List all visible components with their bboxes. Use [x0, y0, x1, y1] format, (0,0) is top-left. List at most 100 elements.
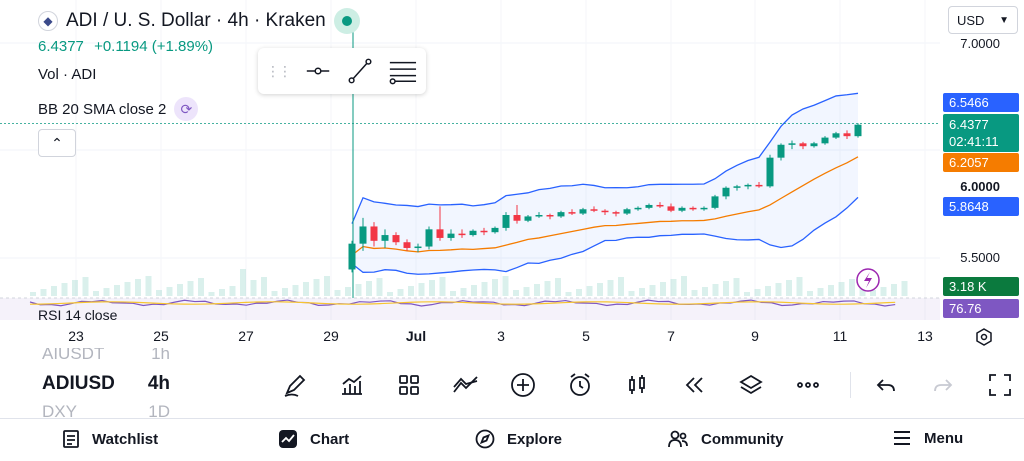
candle-body	[535, 215, 543, 217]
nav-label: Menu	[924, 429, 964, 447]
volume-bar	[261, 277, 267, 296]
price-change: +0.1194 (+1.89%)	[94, 38, 214, 55]
indicators-icon[interactable]	[337, 370, 367, 400]
volume-bar	[124, 282, 131, 296]
fullscreen-icon[interactable]	[985, 370, 1015, 400]
nav-community[interactable]: Community	[667, 429, 784, 449]
symbol-title[interactable]: ADI / U. S. Dollar · 4h · Kraken	[66, 10, 326, 31]
volume-bar	[702, 287, 708, 296]
symbol-row-next[interactable]: DXY 1D	[42, 402, 182, 418]
candle-body	[436, 229, 444, 238]
symbol-row-prev[interactable]: AIUSDT 1h	[42, 348, 182, 364]
candle-body	[579, 209, 587, 214]
volume-bar	[345, 287, 351, 296]
candle-body	[348, 243, 356, 270]
price-axis-label: 7.0000	[960, 36, 1000, 51]
collapse-legend-button[interactable]: ⌃	[38, 129, 76, 157]
more-icon[interactable]	[793, 370, 823, 400]
line-style-icon[interactable]	[388, 56, 418, 86]
drag-handle-icon[interactable]: ⋮⋮	[266, 62, 292, 79]
alert-icon[interactable]	[565, 370, 595, 400]
volume-bar	[51, 286, 57, 296]
volume-bar	[219, 289, 225, 296]
candle-body	[381, 235, 389, 241]
nav-menu[interactable]: Menu	[892, 429, 963, 447]
volume-bar	[334, 290, 341, 296]
candle-body	[414, 246, 422, 249]
symbol-row-current[interactable]: ADIUSD 4h	[42, 373, 182, 395]
nav-label: Watchlist	[92, 430, 159, 448]
community-icon	[668, 430, 688, 448]
bottom-toolbar	[280, 365, 1015, 405]
brush-icon[interactable]	[280, 370, 310, 400]
rsi-ma-line	[29, 301, 896, 305]
market-open-icon	[333, 8, 360, 34]
candle-body	[370, 226, 378, 241]
volume-bar	[607, 280, 614, 296]
volume-bar	[670, 279, 677, 296]
candle-body	[480, 230, 488, 233]
volume-bar	[754, 289, 761, 296]
time-axis: 23 25 27 29 Jul 3 5 7 9 11 13	[0, 328, 1024, 348]
time-axis-label: 13	[917, 328, 933, 344]
volume-bar	[30, 292, 36, 296]
rsi-indicator-label[interactable]: RSI 14 close	[38, 307, 118, 323]
time-axis-label: 3	[497, 328, 505, 344]
volume-indicator-label[interactable]: Vol · ADI	[38, 66, 97, 83]
volume-bar	[492, 279, 498, 296]
price-axis-label: 6.0000	[960, 179, 1000, 194]
price-chart[interactable]	[0, 0, 1024, 355]
add-icon[interactable]	[508, 370, 538, 400]
nav-label: Community	[701, 430, 784, 448]
volume-bar	[460, 288, 467, 296]
candles-icon[interactable]	[622, 370, 652, 400]
undo-icon[interactable]	[871, 370, 901, 400]
volume-bar	[838, 282, 845, 296]
bollinger-indicator-label[interactable]: BB 20 SMA close 2 ⟳	[38, 97, 199, 121]
candle-body	[777, 144, 785, 158]
drawing-toolbar[interactable]: ⋮⋮	[258, 48, 426, 94]
volume-bar	[870, 290, 876, 296]
candle-body	[557, 212, 565, 217]
candle-body	[491, 227, 499, 233]
nav-label: Chart	[310, 430, 350, 448]
compare-icon[interactable]	[451, 370, 481, 400]
volume-bar	[775, 283, 782, 296]
chart-header[interactable]: ◆ ADI / U. S. Dollar · 4h · Kraken	[38, 8, 360, 34]
redo-icon[interactable]	[928, 370, 958, 400]
volume-bar	[891, 284, 897, 296]
horizontal-ray-icon[interactable]	[304, 56, 332, 86]
volume-bar	[849, 279, 855, 296]
volume-bar	[681, 276, 687, 296]
bb-basis-tag: 6.2057	[943, 153, 1019, 172]
volume-bar	[712, 284, 719, 296]
nav-watchlist[interactable]: Watchlist	[62, 429, 158, 449]
nav-chart[interactable]: Chart	[278, 429, 349, 449]
symbol-name: AIUSDT	[42, 348, 105, 363]
trend-line-icon[interactable]	[346, 56, 374, 86]
currency-select[interactable]: USD ▼	[948, 6, 1018, 34]
volume-bar	[691, 290, 698, 296]
candle-body	[645, 204, 653, 208]
volume-tag: 3.18 K	[943, 277, 1019, 296]
volume-bar	[660, 282, 666, 296]
candle-body	[656, 204, 664, 207]
replay-icon[interactable]	[679, 370, 709, 400]
rsi-tag: 76.76	[943, 299, 1019, 318]
price-axis-label: 5.5000	[960, 250, 1000, 265]
volume-bar	[534, 284, 540, 296]
candle-body	[359, 226, 367, 244]
symbol-picker[interactable]: AIUSDT 1h ADIUSD 4h DXY 1D	[42, 348, 182, 418]
layers-icon[interactable]	[736, 370, 766, 400]
volume-bar	[628, 291, 635, 296]
candle-body	[568, 212, 576, 214]
volume-bar	[250, 280, 257, 296]
chart-settings-icon[interactable]	[975, 328, 993, 349]
layouts-icon[interactable]	[394, 370, 424, 400]
volume-bar	[439, 277, 446, 296]
nav-explore[interactable]: Explore	[475, 429, 562, 449]
time-axis-label: 9	[751, 328, 759, 344]
refresh-icon[interactable]: ⟳	[174, 97, 199, 121]
bb-upper-tag: 6.5466	[943, 93, 1019, 112]
candle-body	[447, 233, 455, 238]
